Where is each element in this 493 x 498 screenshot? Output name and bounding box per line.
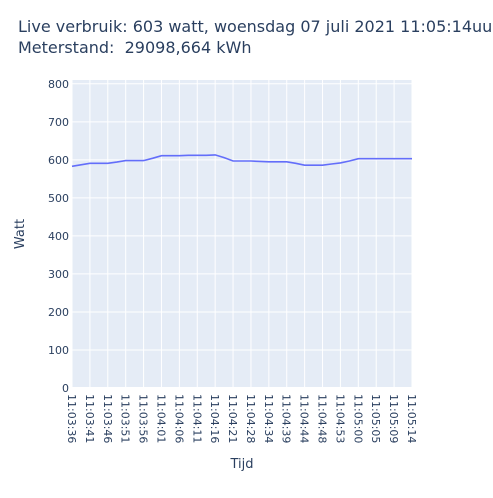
x-tick-label: 11:04:44 [298, 394, 311, 443]
x-tick-label: 11:04:01 [154, 394, 167, 443]
x-tick-label: 11:04:28 [244, 394, 257, 443]
x-tick-label: 11:04:53 [333, 394, 346, 443]
y-tick-label: 700 [48, 116, 69, 129]
chart-subtitle: Meterstand: 29098,664 kWh [18, 38, 252, 57]
x-tick-label: 11:03:56 [137, 394, 150, 443]
y-tick-label: 0 [62, 382, 69, 395]
x-tick-label: 11:03:46 [101, 394, 114, 443]
x-tick-label: 11:04:06 [172, 394, 185, 443]
y-tick-label: 200 [48, 306, 69, 319]
chart-title: Live verbruik: 603 watt, woensdag 07 jul… [18, 17, 493, 36]
x-tick-label: 11:04:21 [226, 394, 239, 443]
y-tick-label: 500 [48, 192, 69, 205]
x-tick-label: 11:04:48 [316, 394, 329, 443]
x-axis-title: Tijd [229, 457, 253, 472]
y-tick-label: 800 [48, 78, 69, 91]
grid-lines [71, 80, 413, 389]
x-tick-label: 11:04:39 [280, 394, 293, 443]
x-tick-label: 11:05:00 [351, 394, 364, 443]
x-tick-label: 11:04:34 [262, 394, 275, 443]
x-tick-label: 11:04:16 [208, 394, 221, 443]
y-tick-label: 600 [48, 154, 69, 167]
x-tick-label: 11:05:05 [369, 394, 382, 443]
x-tick-label: 11:05:14 [405, 394, 418, 443]
plot-area [72, 80, 412, 388]
x-tick-label: 11:05:09 [387, 394, 400, 443]
series-line [71, 154, 412, 168]
x-tick-label: 11:03:36 [65, 394, 78, 443]
y-axis-title: Watt [13, 219, 28, 249]
y-tick-label: 300 [48, 268, 69, 281]
y-tick-label: 100 [48, 344, 69, 357]
x-axis-ticks: 11:03:36 11:03:41 11:03:46 11:03:51 11:03:56… [65, 394, 418, 443]
y-axis-ticks: 0 100 200 300 400 500 600 700 800 [48, 78, 69, 395]
x-tick-label: 11:03:51 [119, 394, 132, 443]
x-tick-label: 11:03:41 [83, 394, 96, 443]
y-tick-label: 400 [48, 230, 69, 243]
x-tick-label: 11:04:11 [190, 394, 203, 443]
